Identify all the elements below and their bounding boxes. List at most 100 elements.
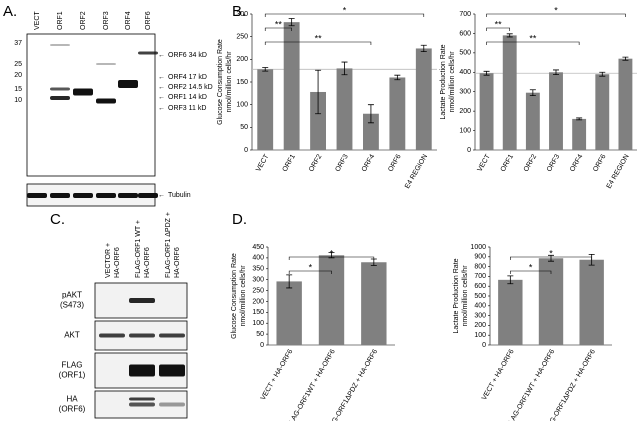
error-bar <box>262 67 269 72</box>
y-tick-label: 0 <box>482 342 486 349</box>
y-tick-label: 700 <box>474 273 486 280</box>
band-label: ORF2 14.5 kD <box>168 84 213 91</box>
blot-band <box>73 88 93 96</box>
bar <box>336 68 353 150</box>
bar <box>389 77 406 150</box>
panel-label: B. <box>232 3 246 20</box>
y-axis-label: Lactate Production Rate <box>453 258 460 333</box>
y-tick-label: 450 <box>252 244 264 251</box>
bar <box>276 281 302 345</box>
y-tick-label: 1000 <box>470 244 486 251</box>
significance-label: * <box>343 5 347 15</box>
error-bar <box>622 56 629 61</box>
y-tick-label: 300 <box>459 89 471 96</box>
arrow: ← <box>158 192 165 199</box>
arrow: ← <box>158 74 165 81</box>
lane-label: HA-ORF6 <box>174 247 181 278</box>
y-axis-label: nmol/million cells/hr <box>240 265 247 327</box>
significance-label: * <box>554 5 558 15</box>
error-bar <box>341 61 348 76</box>
row-label: (ORF6) <box>59 405 86 414</box>
y-tick-label: 250 <box>236 34 248 41</box>
y-tick-label: 100 <box>459 127 471 134</box>
arrow: ← <box>158 105 165 112</box>
significance-label: * <box>529 262 533 272</box>
blot-band <box>27 193 47 198</box>
error-bar <box>367 104 374 124</box>
significance-label: * <box>309 262 313 272</box>
lane-label: ORF1 <box>57 11 64 30</box>
blot-band <box>96 63 116 65</box>
y-tick-label: 150 <box>236 79 248 86</box>
lane-label: ORF4 <box>125 11 132 30</box>
y-axis-label: nmol/million cells/hr <box>226 51 233 113</box>
error-bar <box>288 18 295 27</box>
blot-band <box>96 193 116 198</box>
blot-band <box>129 397 155 401</box>
row-label: HA <box>66 395 78 404</box>
bar <box>283 22 300 150</box>
lane-label: VECT <box>34 11 41 30</box>
error-bar <box>420 44 427 53</box>
bar <box>502 35 517 150</box>
bar <box>579 259 604 345</box>
y-tick-label: 200 <box>474 322 486 329</box>
significance-label: ** <box>529 33 537 43</box>
y-tick-label: 0 <box>260 342 264 349</box>
lane-label: FLAG-ORF1 WT + <box>135 220 142 278</box>
blot-band <box>50 96 70 100</box>
x-tick-label: ORF4 <box>361 153 376 173</box>
x-tick-label: E4 REGION <box>404 153 429 190</box>
significance-bracket <box>288 270 332 274</box>
arrow: ← <box>158 52 165 59</box>
error-bar <box>548 254 554 262</box>
significance-label: ** <box>275 19 283 29</box>
blot-band <box>96 98 116 104</box>
y-tick-label: 500 <box>459 50 471 57</box>
arrow: ← <box>158 94 165 101</box>
arrow: ← <box>158 84 165 91</box>
y-tick-label: 300 <box>474 312 486 319</box>
significance-bracket <box>486 41 580 45</box>
y-tick-label: 300 <box>236 11 248 18</box>
lane-label: HA-ORF6 <box>114 247 121 278</box>
y-tick-label: 200 <box>459 108 471 115</box>
y-tick-label: 100 <box>474 332 486 339</box>
x-tick-label: ORF6 <box>387 153 402 173</box>
row-label: (S473) <box>60 301 84 310</box>
significance-label: ** <box>495 19 503 29</box>
y-tick-label: 300 <box>252 277 264 284</box>
significance-bracket <box>510 256 592 260</box>
y-tick-label: 350 <box>252 266 264 273</box>
x-tick-label: ORF4 <box>569 153 584 173</box>
significance-bracket <box>264 41 372 45</box>
x-tick-label: VECT <box>477 153 493 173</box>
y-tick-label: 600 <box>459 30 471 37</box>
blot-band <box>118 80 138 88</box>
blot-frame <box>26 33 156 177</box>
bar <box>595 74 610 150</box>
panel-label: D. <box>232 211 247 228</box>
y-tick-label: 900 <box>474 254 486 261</box>
x-tick-label: ORF6 <box>592 153 607 173</box>
error-bar <box>286 274 293 289</box>
error-bar <box>483 70 490 76</box>
bar <box>498 279 523 345</box>
y-tick-label: 500 <box>474 293 486 300</box>
x-tick-label: VECT <box>255 153 271 173</box>
x-tick-label: VECT + HA-ORF6 <box>260 348 295 401</box>
blot-band <box>129 333 155 338</box>
blot-band <box>50 44 70 46</box>
blot-band <box>118 193 138 198</box>
y-tick-label: 400 <box>474 303 486 310</box>
bar <box>479 73 494 150</box>
error-bar <box>576 117 583 121</box>
band-label: ORF1 14 kD <box>168 94 207 101</box>
significance-label: * <box>549 248 553 258</box>
blot-band <box>159 364 185 377</box>
bar <box>257 69 274 150</box>
panel-label: C. <box>50 211 65 228</box>
marker-label: 37 <box>14 40 22 47</box>
y-tick-label: 100 <box>236 102 248 109</box>
band-label: ORF4 17 kD <box>168 74 207 81</box>
